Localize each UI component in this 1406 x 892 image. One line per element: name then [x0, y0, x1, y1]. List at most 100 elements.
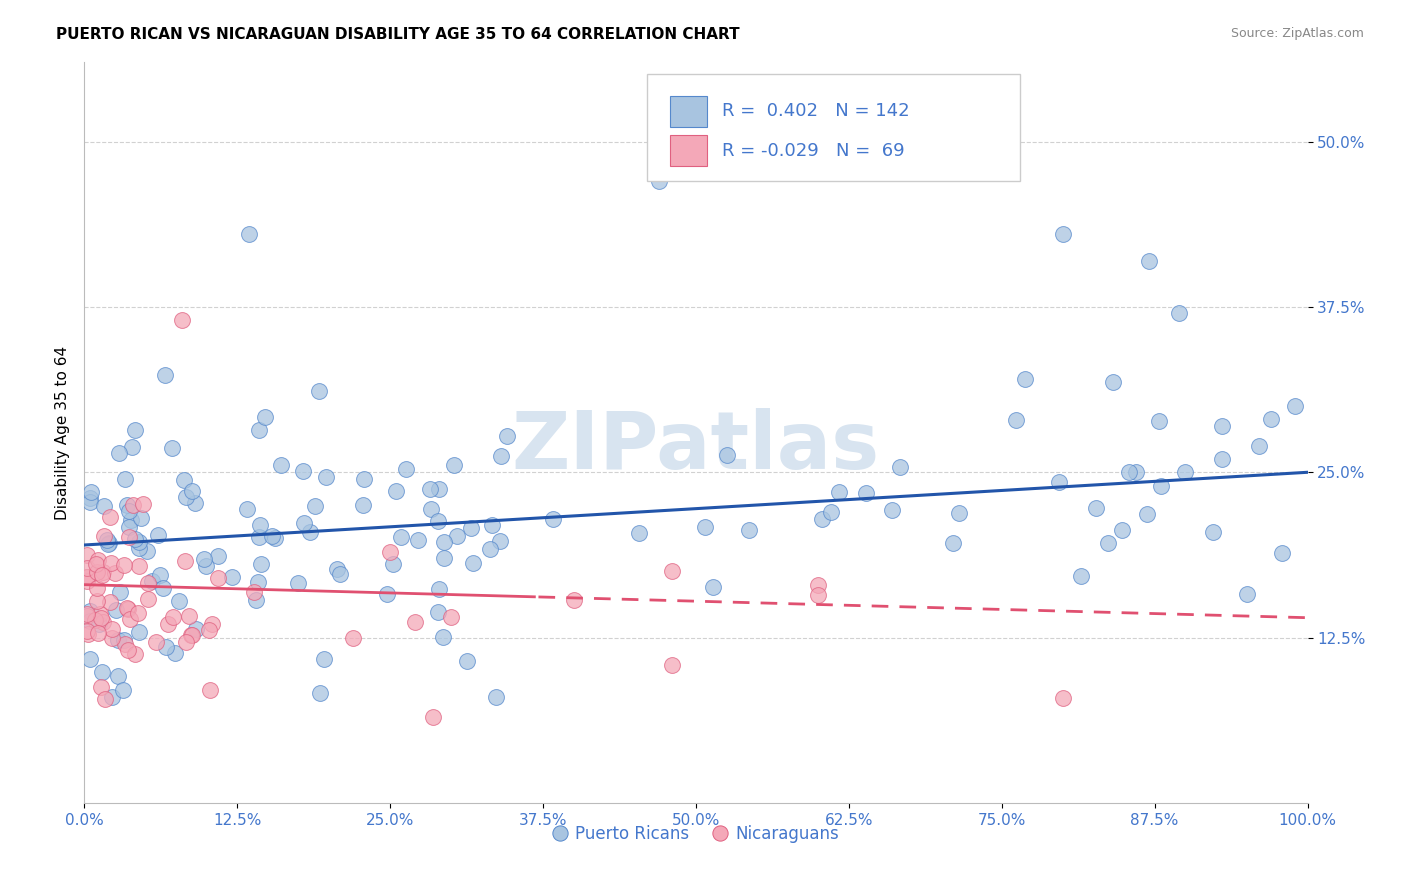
- Point: [200, 682, 222, 697]
- Point: [76, 607, 98, 621]
- Point: [406, 533, 429, 547]
- Point: [1004, 413, 1026, 427]
- Point: [160, 441, 183, 455]
- Point: [86, 565, 108, 579]
- Text: Source: ZipAtlas.com: Source: ZipAtlas.com: [1230, 27, 1364, 40]
- Point: [1085, 500, 1108, 515]
- Point: [1111, 524, 1133, 538]
- Point: [83, 613, 105, 627]
- Point: [433, 551, 456, 566]
- Point: [1211, 419, 1233, 434]
- Point: [173, 473, 195, 487]
- Point: [389, 531, 412, 545]
- Point: [238, 227, 260, 242]
- Point: [76, 570, 98, 584]
- Point: [101, 631, 124, 645]
- Point: [76, 548, 98, 562]
- Point: [342, 631, 364, 645]
- Point: [221, 570, 243, 584]
- Point: [1211, 452, 1233, 467]
- Point: [76, 624, 98, 639]
- Point: [249, 557, 271, 571]
- Point: [87, 616, 110, 631]
- Point: [120, 612, 142, 626]
- Point: [1150, 478, 1173, 492]
- Point: [117, 602, 139, 616]
- Point: [738, 523, 761, 537]
- Point: [404, 615, 426, 630]
- Point: [79, 652, 101, 666]
- Point: [174, 554, 197, 568]
- Point: [562, 593, 585, 607]
- Point: [420, 502, 443, 516]
- Point: [149, 568, 172, 582]
- Point: [115, 601, 138, 615]
- Point: [433, 534, 456, 549]
- Point: [382, 558, 405, 572]
- Point: [309, 686, 332, 700]
- Point: [87, 553, 110, 567]
- Point: [107, 632, 129, 647]
- Point: [79, 495, 101, 509]
- Point: [98, 595, 121, 609]
- Point: [145, 635, 167, 649]
- Point: [93, 615, 115, 629]
- Point: [496, 428, 519, 442]
- Point: [880, 502, 903, 516]
- Point: [1052, 227, 1074, 242]
- Point: [108, 585, 131, 599]
- Point: [1097, 535, 1119, 549]
- Point: [702, 580, 724, 594]
- Point: [661, 658, 683, 673]
- Point: [156, 616, 179, 631]
- Point: [446, 528, 468, 542]
- Point: [165, 647, 187, 661]
- Point: [693, 520, 716, 534]
- Point: [236, 502, 259, 516]
- Point: [1147, 414, 1170, 428]
- Point: [89, 607, 111, 621]
- Point: [114, 637, 136, 651]
- Point: [828, 485, 851, 500]
- Point: [1014, 372, 1036, 386]
- Bar: [671, 135, 707, 166]
- Point: [128, 535, 150, 549]
- Point: [1047, 475, 1070, 489]
- Point: [1137, 253, 1160, 268]
- Text: ZIPatlas: ZIPatlas: [512, 409, 880, 486]
- Point: [1102, 375, 1125, 389]
- Point: [201, 617, 224, 632]
- Point: [485, 690, 508, 704]
- Point: [1125, 465, 1147, 479]
- Point: [260, 529, 283, 543]
- Point: [375, 587, 398, 601]
- Point: [807, 588, 830, 602]
- Point: [308, 384, 330, 398]
- Point: [195, 558, 218, 573]
- Point: [115, 498, 138, 512]
- Point: [79, 614, 101, 628]
- Point: [76, 561, 98, 575]
- Point: [112, 558, 135, 573]
- Point: [180, 483, 202, 498]
- Point: [942, 535, 965, 549]
- Point: [76, 608, 98, 623]
- Point: [440, 610, 463, 624]
- Point: [463, 556, 485, 570]
- Point: [86, 558, 108, 572]
- Point: [1236, 587, 1258, 601]
- Point: [1070, 569, 1092, 583]
- Point: [107, 668, 129, 682]
- Text: R =  0.402   N = 142: R = 0.402 N = 142: [721, 103, 910, 120]
- Text: R = -0.029   N =  69: R = -0.029 N = 69: [721, 142, 904, 160]
- Point: [1271, 546, 1294, 560]
- Point: [628, 526, 651, 541]
- Point: [198, 623, 221, 637]
- Point: [124, 533, 146, 547]
- Point: [136, 592, 159, 607]
- Point: [253, 409, 276, 424]
- Point: [419, 483, 441, 497]
- Point: [107, 446, 129, 460]
- Point: [304, 499, 326, 513]
- Point: [184, 622, 207, 636]
